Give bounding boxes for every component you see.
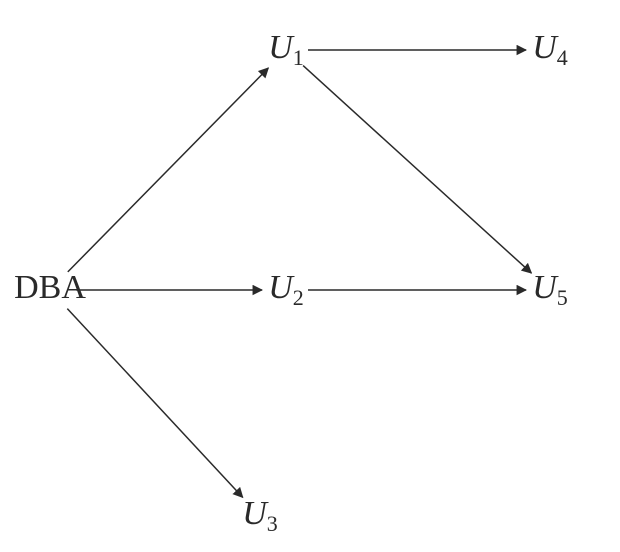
edge-dba-u1 bbox=[68, 68, 268, 272]
node-u1: U1 bbox=[268, 29, 304, 70]
node-label-dba: DBA bbox=[14, 269, 86, 306]
nodes-layer: DBA U1 U2 U3 U4 U5 bbox=[14, 29, 568, 536]
node-label-u4: U4 bbox=[532, 29, 568, 70]
graph-diagram: DBA U1 U2 U3 U4 U5 bbox=[0, 0, 620, 552]
edge-dba-u3 bbox=[67, 309, 242, 498]
node-u4: U4 bbox=[532, 29, 568, 70]
node-dba: DBA bbox=[14, 269, 86, 306]
node-u2: U2 bbox=[268, 269, 304, 310]
node-label-u5: U5 bbox=[532, 269, 568, 310]
node-label-u2: U2 bbox=[268, 269, 304, 310]
node-u5: U5 bbox=[532, 269, 568, 310]
node-u3: U3 bbox=[242, 495, 278, 536]
edge-u1-u5 bbox=[303, 66, 531, 274]
node-label-u3: U3 bbox=[242, 495, 278, 536]
node-label-u1: U1 bbox=[268, 29, 304, 70]
edges-layer bbox=[67, 50, 531, 497]
